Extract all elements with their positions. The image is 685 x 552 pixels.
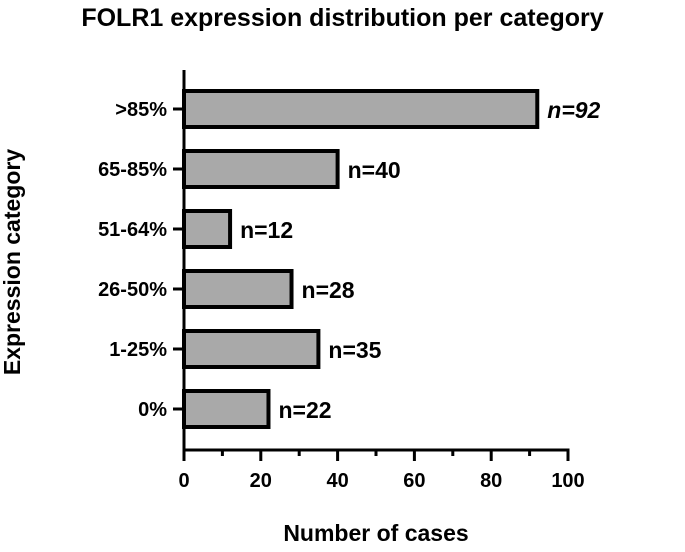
y-tick-label: 51-64% <box>98 219 167 241</box>
x-tick-label: 0 <box>178 470 189 492</box>
y-tick-label: 0% <box>138 399 167 421</box>
x-tick-label: 80 <box>480 470 502 492</box>
data-label: n=92 <box>547 97 600 123</box>
y-tick-label: >85% <box>115 99 167 121</box>
data-label: n=12 <box>240 217 293 243</box>
bar <box>182 149 340 189</box>
bar <box>182 269 294 309</box>
x-tick-label: 100 <box>551 470 584 492</box>
chart-title: FOLR1 expression distribution per catego… <box>81 4 604 32</box>
bar <box>182 329 321 369</box>
y-axis-title: Expression category <box>0 149 25 375</box>
y-tick-label: 65-85% <box>98 159 167 181</box>
bar <box>182 389 271 429</box>
data-label: n=22 <box>278 397 331 423</box>
x-tick-label: 40 <box>326 470 348 492</box>
bar <box>182 89 540 129</box>
y-tick-label: 1-25% <box>109 339 167 361</box>
data-label: n=35 <box>328 337 381 363</box>
x-tick-label: 20 <box>250 470 272 492</box>
data-label: n=28 <box>302 277 355 303</box>
x-axis-title: Number of cases <box>283 520 468 546</box>
bar <box>182 209 233 249</box>
data-label: n=40 <box>348 157 401 183</box>
x-tick-label: 60 <box>403 470 425 492</box>
y-tick-label: 26-50% <box>98 279 167 301</box>
